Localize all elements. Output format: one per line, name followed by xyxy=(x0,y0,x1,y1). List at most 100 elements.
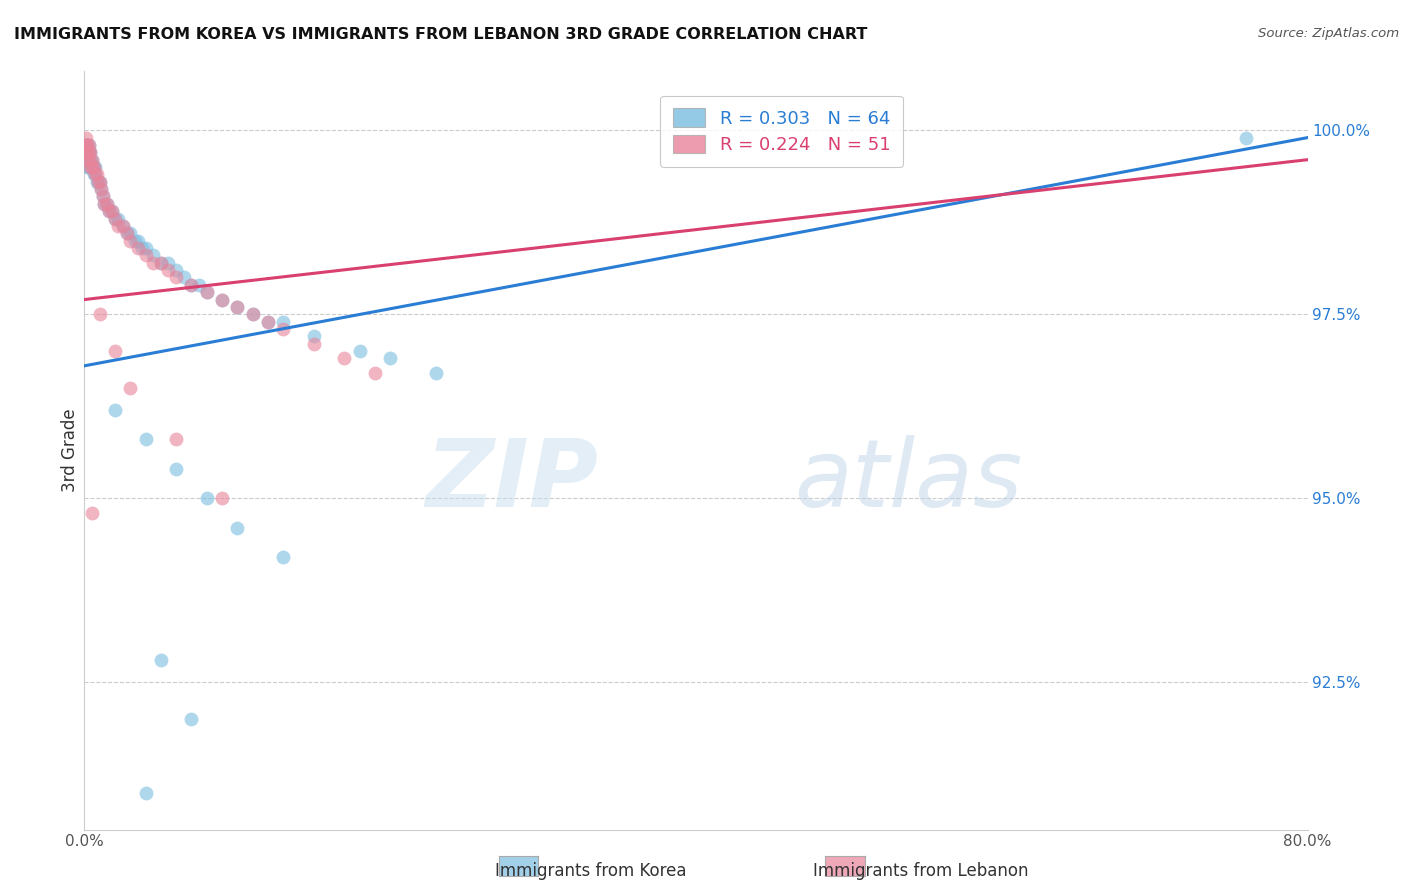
Point xyxy=(86,168,108,182)
Point xyxy=(242,307,264,321)
Point xyxy=(127,234,149,248)
Point xyxy=(104,211,127,226)
Point xyxy=(180,277,202,292)
Point xyxy=(173,270,195,285)
Point xyxy=(271,322,294,336)
Point xyxy=(87,175,110,189)
Text: atlas: atlas xyxy=(794,435,1022,526)
Point xyxy=(89,307,111,321)
Point xyxy=(271,315,294,329)
Point xyxy=(79,153,101,167)
Text: IMMIGRANTS FROM KOREA VS IMMIGRANTS FROM LEBANON 3RD GRADE CORRELATION CHART: IMMIGRANTS FROM KOREA VS IMMIGRANTS FROM… xyxy=(14,27,868,42)
Point xyxy=(104,211,127,226)
Point xyxy=(226,300,249,314)
Point xyxy=(242,307,264,321)
Point xyxy=(77,138,100,153)
Point xyxy=(124,234,146,248)
Point xyxy=(111,219,134,233)
Point xyxy=(83,160,105,174)
Point xyxy=(142,256,165,270)
Point xyxy=(127,241,149,255)
Point xyxy=(104,403,127,417)
Point xyxy=(76,153,98,167)
Point xyxy=(104,344,127,359)
Point xyxy=(97,204,120,219)
Point xyxy=(157,256,180,270)
Point xyxy=(75,138,97,153)
Point xyxy=(101,204,124,219)
Point xyxy=(77,145,100,160)
Point xyxy=(195,285,218,300)
Point xyxy=(90,182,112,196)
Point xyxy=(77,153,100,167)
Point xyxy=(80,160,103,174)
Point xyxy=(226,300,249,314)
Point xyxy=(1236,130,1258,145)
Point xyxy=(80,153,103,167)
Point xyxy=(101,204,124,219)
Point xyxy=(77,160,100,174)
Point xyxy=(271,550,294,565)
Point xyxy=(75,138,97,153)
Legend: R = 0.303   N = 64, R = 0.224   N = 51: R = 0.303 N = 64, R = 0.224 N = 51 xyxy=(661,95,903,167)
Point xyxy=(89,175,111,189)
Point xyxy=(93,197,115,211)
Point xyxy=(226,521,249,535)
Point xyxy=(107,211,129,226)
Point xyxy=(333,351,356,366)
Point xyxy=(90,182,112,196)
Point xyxy=(93,197,115,211)
Point xyxy=(364,366,387,380)
Point xyxy=(135,786,157,800)
Point xyxy=(165,433,187,447)
Point xyxy=(180,277,202,292)
Point xyxy=(142,248,165,262)
Point xyxy=(380,351,402,366)
Text: Immigrants from Korea: Immigrants from Korea xyxy=(495,863,686,880)
Point xyxy=(211,491,233,506)
Point xyxy=(135,241,157,255)
Point xyxy=(120,381,142,395)
Point xyxy=(77,145,100,160)
Point xyxy=(149,653,172,667)
Point xyxy=(131,241,153,255)
Point xyxy=(87,175,110,189)
Point xyxy=(76,145,98,160)
Point xyxy=(96,197,118,211)
Point xyxy=(80,160,103,174)
Point xyxy=(79,160,101,174)
Point xyxy=(76,153,98,167)
Point xyxy=(97,204,120,219)
Point xyxy=(107,219,129,233)
Point xyxy=(86,175,108,189)
Point xyxy=(77,153,100,167)
Point xyxy=(302,329,325,343)
Point xyxy=(165,263,187,277)
Point xyxy=(91,189,114,203)
Point xyxy=(302,336,325,351)
Point xyxy=(80,506,103,520)
Text: ZIP: ZIP xyxy=(425,434,598,527)
Point xyxy=(80,153,103,167)
Point xyxy=(115,227,138,241)
Point xyxy=(83,168,105,182)
Point xyxy=(83,160,105,174)
Point xyxy=(135,433,157,447)
Point xyxy=(135,248,157,262)
Point xyxy=(76,160,98,174)
Point xyxy=(149,256,172,270)
Point xyxy=(77,138,100,153)
Point xyxy=(211,293,233,307)
Point xyxy=(76,145,98,160)
Point xyxy=(257,315,280,329)
Point xyxy=(84,168,107,182)
Point xyxy=(120,234,142,248)
Point xyxy=(180,712,202,726)
Text: Source: ZipAtlas.com: Source: ZipAtlas.com xyxy=(1258,27,1399,40)
Point xyxy=(111,219,134,233)
Point xyxy=(149,256,172,270)
Point xyxy=(165,270,187,285)
Text: Immigrants from Lebanon: Immigrants from Lebanon xyxy=(813,863,1029,880)
Point xyxy=(115,227,138,241)
Point xyxy=(195,285,218,300)
